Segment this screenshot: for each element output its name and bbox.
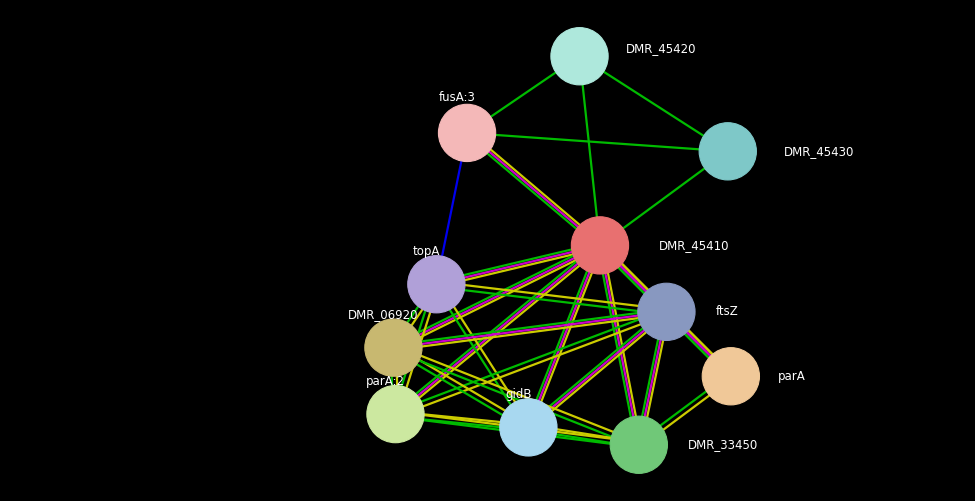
- Circle shape: [551, 28, 608, 85]
- Circle shape: [367, 385, 424, 443]
- Text: parA: parA: [778, 370, 805, 383]
- Circle shape: [365, 319, 422, 376]
- Circle shape: [571, 217, 629, 274]
- Circle shape: [610, 416, 668, 473]
- Text: ftsZ: ftsZ: [716, 305, 738, 318]
- Circle shape: [500, 399, 557, 456]
- Circle shape: [699, 123, 757, 180]
- Text: gidB: gidB: [505, 388, 531, 401]
- Text: DMR_33450: DMR_33450: [688, 438, 759, 451]
- Text: parA:2: parA:2: [366, 375, 405, 388]
- Text: DMR_06920: DMR_06920: [348, 309, 418, 322]
- Text: fusA:3: fusA:3: [439, 91, 475, 104]
- Text: DMR_45410: DMR_45410: [659, 239, 729, 252]
- Circle shape: [638, 283, 695, 341]
- Circle shape: [408, 256, 465, 313]
- Text: DMR_45420: DMR_45420: [626, 42, 696, 55]
- Text: topA: topA: [412, 245, 440, 258]
- Circle shape: [439, 104, 495, 161]
- Text: DMR_45430: DMR_45430: [784, 145, 854, 158]
- Circle shape: [702, 348, 760, 405]
